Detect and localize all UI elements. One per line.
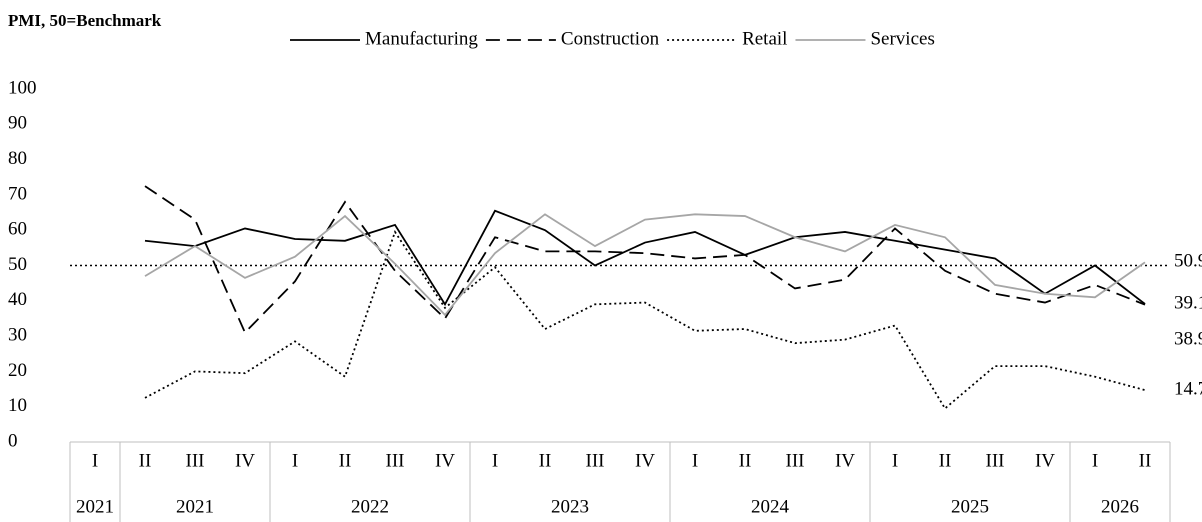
y-tick-label: 30 xyxy=(8,324,27,345)
y-tick-label: 100 xyxy=(8,77,37,98)
x-tick-label: III xyxy=(986,450,1005,471)
x-tick-label: II xyxy=(139,450,152,471)
y-tick-label: 50 xyxy=(8,254,27,275)
x-tick-label: I xyxy=(92,450,98,471)
end-label: 50.9 xyxy=(1174,251,1202,272)
legend-label: Manufacturing xyxy=(365,28,478,49)
x-tick-label: IV xyxy=(435,450,455,471)
y-tick-label: 40 xyxy=(8,289,27,310)
x-tick-label: IV xyxy=(635,450,655,471)
x-tick-label: I xyxy=(692,450,698,471)
x-tick-label: II xyxy=(539,450,552,471)
x-group-label: 2023 xyxy=(551,496,589,517)
x-tick-label: II xyxy=(339,450,352,471)
x-tick-label: III xyxy=(586,450,605,471)
y-tick-label: 20 xyxy=(8,360,27,381)
x-group-label: 2025 xyxy=(951,496,989,517)
x-tick-label: IV xyxy=(835,450,855,471)
y-tick-label: 0 xyxy=(8,430,18,451)
y-tick-label: 10 xyxy=(8,395,27,416)
x-group-label: 2026 xyxy=(1101,496,1139,517)
x-tick-label: I xyxy=(1092,450,1098,471)
x-tick-label: III xyxy=(386,450,405,471)
series-line xyxy=(144,213,1146,317)
y-tick-label: 90 xyxy=(8,113,27,134)
chart-title: PMI, 50=Benchmark xyxy=(8,11,162,30)
legend-label: Construction xyxy=(561,28,660,49)
end-label: 14.7 xyxy=(1174,378,1202,399)
end-label: 38.9 xyxy=(1174,328,1202,349)
x-tick-label: II xyxy=(1139,450,1152,471)
series-line xyxy=(144,209,1146,307)
x-group-label: 2024 xyxy=(751,496,790,517)
y-tick-label: 70 xyxy=(8,183,27,204)
x-tick-label: IV xyxy=(235,450,255,471)
x-tick-label: II xyxy=(939,450,952,471)
series-line xyxy=(144,185,1146,335)
x-tick-label: I xyxy=(292,450,298,471)
series-line xyxy=(144,229,1146,410)
legend-label: Retail xyxy=(742,28,787,49)
x-group-label: 2022 xyxy=(351,496,389,517)
x-tick-label: I xyxy=(492,450,498,471)
y-tick-label: 60 xyxy=(8,219,27,240)
y-tick-label: 80 xyxy=(8,148,27,169)
x-tick-label: I xyxy=(892,450,898,471)
legend-label: Services xyxy=(870,28,934,49)
x-tick-label: III xyxy=(786,450,805,471)
x-group-label: 2021 xyxy=(76,496,114,517)
x-tick-label: II xyxy=(739,450,752,471)
x-tick-label: III xyxy=(186,450,205,471)
end-label: 39.1 xyxy=(1174,292,1202,313)
x-tick-label: IV xyxy=(1035,450,1055,471)
x-group-label: 2021 xyxy=(176,496,214,517)
